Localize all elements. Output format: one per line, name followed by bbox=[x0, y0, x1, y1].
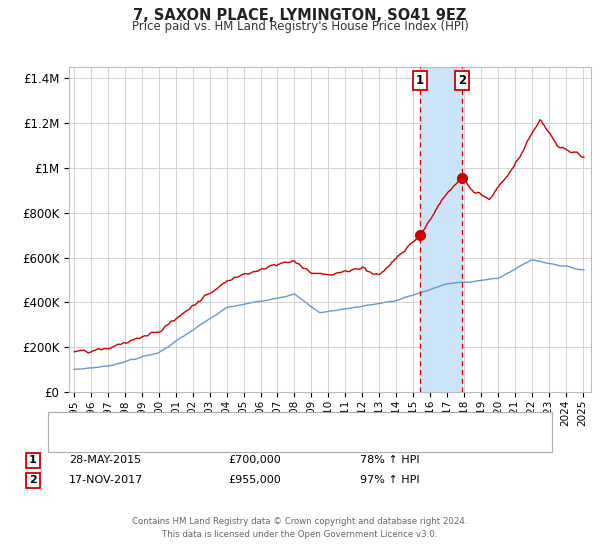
Text: 7, SAXON PLACE, LYMINGTON, SO41 9EZ (detached house): 7, SAXON PLACE, LYMINGTON, SO41 9EZ (det… bbox=[87, 417, 393, 427]
Text: This data is licensed under the Open Government Licence v3.0.: This data is licensed under the Open Gov… bbox=[163, 530, 437, 539]
Bar bbox=[420, 67, 462, 392]
Text: 1: 1 bbox=[29, 455, 37, 465]
Text: £955,000: £955,000 bbox=[228, 475, 281, 486]
Text: 17-NOV-2017: 17-NOV-2017 bbox=[69, 475, 143, 486]
Text: £700,000: £700,000 bbox=[228, 455, 281, 465]
Text: 28-MAY-2015: 28-MAY-2015 bbox=[69, 455, 141, 465]
Text: 2: 2 bbox=[458, 74, 466, 87]
Text: 97% ↑ HPI: 97% ↑ HPI bbox=[360, 475, 419, 486]
Text: 2: 2 bbox=[29, 475, 37, 486]
Text: ———: ——— bbox=[54, 415, 91, 428]
Text: HPI: Average price, detached house, New Forest: HPI: Average price, detached house, New … bbox=[87, 436, 338, 446]
Text: ———: ——— bbox=[54, 434, 91, 447]
Text: Contains HM Land Registry data © Crown copyright and database right 2024.: Contains HM Land Registry data © Crown c… bbox=[132, 517, 468, 526]
Text: Price paid vs. HM Land Registry's House Price Index (HPI): Price paid vs. HM Land Registry's House … bbox=[131, 20, 469, 32]
Text: 78% ↑ HPI: 78% ↑ HPI bbox=[360, 455, 419, 465]
Text: 7, SAXON PLACE, LYMINGTON, SO41 9EZ: 7, SAXON PLACE, LYMINGTON, SO41 9EZ bbox=[133, 8, 467, 24]
Text: 1: 1 bbox=[416, 74, 424, 87]
